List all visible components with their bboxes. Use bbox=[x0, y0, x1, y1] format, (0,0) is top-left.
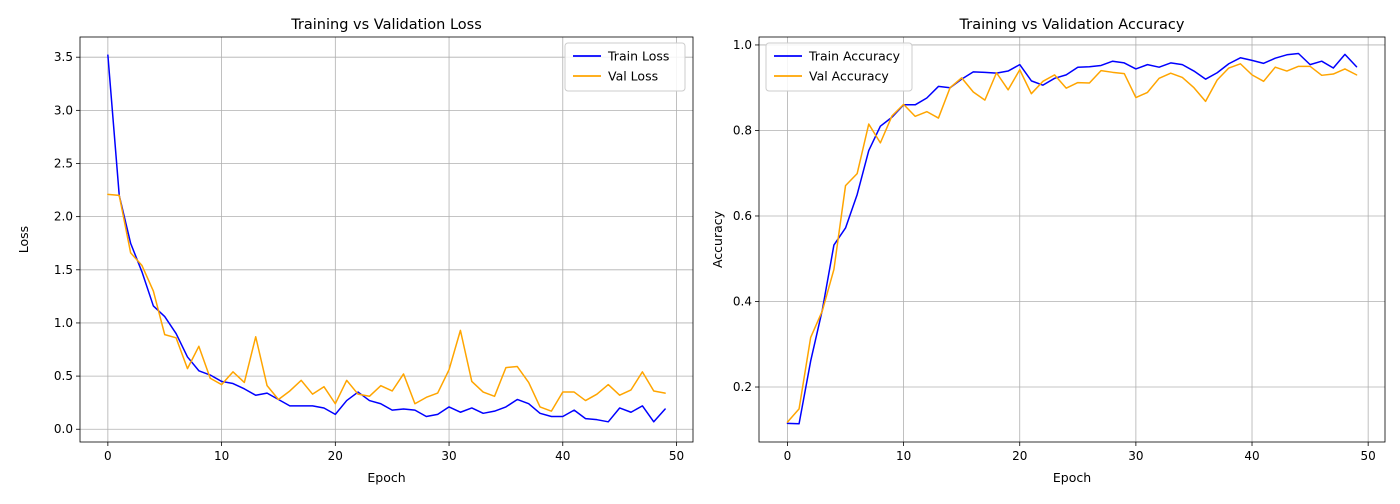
x-tick-label: 10 bbox=[214, 449, 229, 463]
x-tick-label: 30 bbox=[441, 449, 456, 463]
x-tick-label: 50 bbox=[1361, 449, 1376, 463]
y-tick-label: 0.5 bbox=[54, 369, 73, 383]
y-tick-label: 0.6 bbox=[733, 209, 752, 223]
y-tick-label: 3.0 bbox=[54, 103, 73, 117]
x-tick-label: 20 bbox=[1012, 449, 1027, 463]
x-tick-label: 40 bbox=[555, 449, 570, 463]
x-tick-label: 20 bbox=[328, 449, 343, 463]
series-line-train bbox=[107, 54, 666, 423]
legend-box bbox=[765, 42, 913, 92]
legend-label: Train Loss bbox=[607, 49, 669, 64]
accuracy-chart: 0 10 20 30 40 50 0.2 0.4 0.6 0.8 1.0 Training vs Va… bbox=[710, 17, 1386, 485]
chart-title: Training vs Validation Accuracy bbox=[959, 17, 1185, 33]
plot-area bbox=[80, 37, 693, 442]
legend: Train Loss Val Loss bbox=[564, 42, 686, 92]
y-tick-label: 0.2 bbox=[733, 380, 752, 394]
y-tick-label: 1.0 bbox=[54, 316, 73, 330]
x-axis-label: Epoch bbox=[367, 470, 405, 485]
x-axis-label: Epoch bbox=[1053, 470, 1091, 485]
series-line-val bbox=[786, 63, 1358, 423]
axes-frame bbox=[758, 36, 1386, 443]
series-line-train bbox=[786, 52, 1358, 425]
y-tick-label: 3.5 bbox=[54, 50, 73, 64]
y-tick-label: 1.0 bbox=[733, 38, 752, 52]
axes-frame bbox=[79, 36, 694, 443]
legend-label: Val Accuracy bbox=[809, 69, 889, 84]
x-tick-label: 50 bbox=[669, 449, 684, 463]
y-tick-label: 1.5 bbox=[54, 263, 73, 277]
x-tick-label: 0 bbox=[784, 449, 792, 463]
x-tick-label: 40 bbox=[1244, 449, 1259, 463]
legend-label: Train Accuracy bbox=[808, 49, 901, 64]
y-tick-label: 0.8 bbox=[733, 123, 752, 137]
chart-title: Training vs Validation Loss bbox=[290, 17, 482, 33]
x-tick-label: 0 bbox=[104, 449, 112, 463]
legend: Train Accuracy Val Accuracy bbox=[765, 42, 913, 92]
y-tick-label: 2.5 bbox=[54, 156, 73, 170]
y-axis-label: Loss bbox=[16, 226, 31, 253]
x-tick-label: 10 bbox=[896, 449, 911, 463]
y-tick-label: 2.0 bbox=[54, 210, 73, 224]
y-tick-label: 0.0 bbox=[54, 422, 73, 436]
legend-box bbox=[564, 42, 686, 92]
loss-chart: 0 10 20 30 40 50 0.0 0.5 1.0 1.5 2.0 2.5 3.0 3.5 Train… bbox=[16, 17, 694, 485]
x-tick-label: 30 bbox=[1128, 449, 1143, 463]
legend-label: Val Loss bbox=[608, 69, 658, 84]
series-line-val bbox=[107, 193, 666, 412]
plot-area bbox=[759, 37, 1385, 442]
y-tick-label: 0.4 bbox=[733, 294, 752, 308]
y-axis-label: Accuracy bbox=[710, 210, 725, 268]
